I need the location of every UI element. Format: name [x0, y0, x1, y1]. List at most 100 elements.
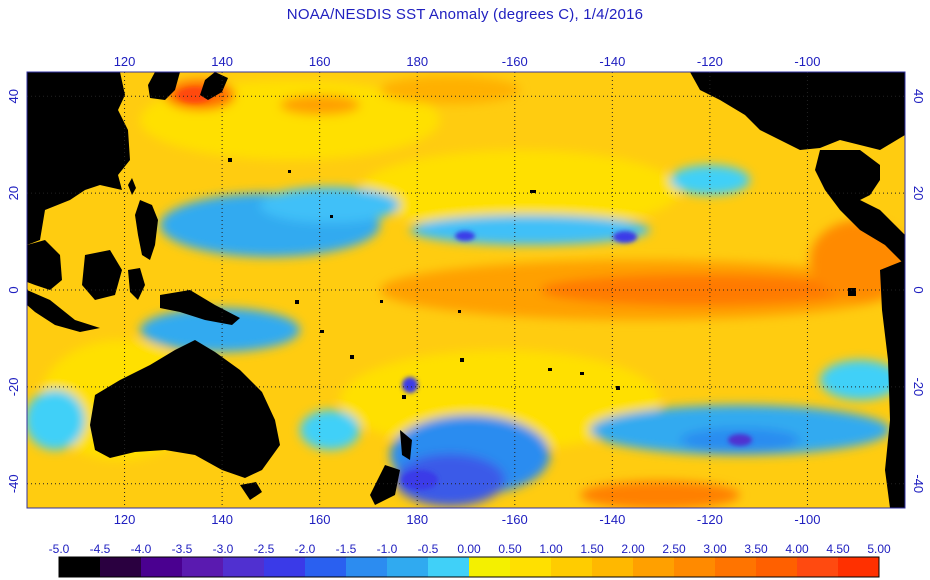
- map-frame: [26, 71, 906, 509]
- latitude-tick-label: -20: [911, 377, 926, 396]
- cool-patch-south-america: [820, 360, 900, 400]
- latitude-labels-right: 40 20 0 -20 -40: [911, 89, 926, 493]
- longitude-tick-label: 160: [309, 54, 331, 69]
- longitude-tick-label: -100: [794, 512, 820, 527]
- longitude-labels-top: 120 140 160 180 -160 -140 -120 -100: [114, 54, 821, 69]
- cool-spot-3: [402, 377, 418, 393]
- colorbar-swatch: [510, 557, 552, 577]
- island: [458, 310, 461, 313]
- colorbar-tick-label: 0.00: [457, 542, 481, 556]
- longitude-tick-label: -160: [502, 54, 528, 69]
- warm-patch-north-central: [380, 76, 520, 104]
- longitude-tick-label: 140: [211, 512, 233, 527]
- latitude-tick-label: -40: [911, 474, 926, 493]
- land-south-america: [880, 260, 905, 508]
- colorbar-tick-label: -0.5: [418, 542, 439, 556]
- colorbar-swatch: [264, 557, 306, 577]
- colorbar-swatch: [633, 557, 675, 577]
- latitude-tick-label: -40: [6, 474, 21, 493]
- latitude-tick-label: 40: [911, 89, 926, 103]
- cool-spot-4: [728, 434, 752, 446]
- island: [402, 395, 406, 399]
- colorbar-tick-label: 3.00: [703, 542, 727, 556]
- land-taiwan: [128, 178, 136, 195]
- land-asia: [27, 72, 130, 245]
- cool-patch-philippine-sea: [260, 187, 400, 223]
- colorbar-swatch: [182, 557, 224, 577]
- cool-patch-coral-sea: [140, 308, 300, 352]
- cool-patch-north-tropics: [410, 215, 650, 245]
- colorbar-swatch: [100, 557, 142, 577]
- colorbar-swatch: [838, 557, 880, 577]
- colorbar-tick-label: -5.0: [49, 542, 70, 556]
- longitude-tick-label: -120: [697, 512, 723, 527]
- longitude-tick-label: -160: [502, 512, 528, 527]
- colorbar-tick-label: 1.00: [539, 542, 563, 556]
- colorbar-tick-label: 4.00: [785, 542, 809, 556]
- colorbar-swatch: [797, 557, 839, 577]
- colorbar-labels: -5.0 -4.5 -4.0 -3.5 -3.0 -2.5 -2.0 -1.5 -1.0 -0.5…: [49, 542, 891, 556]
- land-sulawesi: [128, 268, 145, 300]
- graticule: [27, 72, 905, 508]
- land-new-zealand-south: [370, 465, 400, 505]
- pacific-islands: [228, 158, 856, 399]
- island: [848, 288, 856, 296]
- colorbar-tick-label: -2.0: [295, 542, 316, 556]
- island: [295, 300, 299, 304]
- longitude-tick-label: -140: [599, 512, 625, 527]
- latitude-tick-label: 40: [6, 89, 21, 103]
- colorbar-tick-label: -3.5: [172, 542, 193, 556]
- colorbar-swatch: [387, 557, 429, 577]
- colorbar-tick-label: 0.50: [498, 542, 522, 556]
- longitude-tick-label: 180: [406, 512, 428, 527]
- colorbar-swatch: [551, 557, 593, 577]
- colorbar-swatch: [756, 557, 798, 577]
- colorbar-swatch: [59, 557, 101, 577]
- longitude-tick-label: -140: [599, 54, 625, 69]
- yellow-patch-central: [360, 150, 680, 230]
- colorbar-tick-label: 2.50: [662, 542, 686, 556]
- colorbar-tick-label: 4.50: [826, 542, 850, 556]
- land: [27, 72, 905, 508]
- colorbar-swatch: [346, 557, 388, 577]
- latitude-labels-left: 40 20 0 -20 -40: [6, 89, 21, 493]
- colorbar-swatch: [305, 557, 347, 577]
- land-borneo: [82, 250, 122, 300]
- colorbar-swatch: [469, 557, 511, 577]
- colorbar-tick-label: -2.5: [254, 542, 275, 556]
- colorbar-swatch: [141, 557, 183, 577]
- cool-patch-australia-west: [27, 390, 85, 450]
- island: [350, 355, 354, 359]
- cool-patch-south-central: [395, 454, 505, 506]
- longitude-tick-label: 180: [406, 54, 428, 69]
- cool-spot-2: [455, 231, 475, 241]
- colorbar-swatch: [715, 557, 757, 577]
- island: [460, 358, 464, 362]
- longitude-tick-label: 120: [114, 54, 136, 69]
- map-title: NOAA/NESDIS SST Anomaly (degrees C), 1/4…: [286, 6, 644, 23]
- latitude-tick-label: 0: [911, 286, 926, 293]
- longitude-tick-label: 140: [211, 54, 233, 69]
- island: [616, 386, 620, 390]
- colorbar-swatch: [592, 557, 634, 577]
- longitude-tick-label: 120: [114, 512, 136, 527]
- colorbar-swatch: [223, 557, 265, 577]
- latitude-tick-label: 20: [911, 186, 926, 200]
- land-australia: [90, 340, 280, 478]
- colorbar-tick-label: -1.5: [336, 542, 357, 556]
- land-new-zealand-north: [400, 430, 412, 460]
- latitude-tick-label: 20: [6, 186, 21, 200]
- longitude-labels-bottom: 120 140 160 180 -160 -140 -120 -100: [114, 512, 821, 527]
- colorbar-swatch: [428, 557, 470, 577]
- colorbar-frame: [58, 556, 880, 578]
- land-indochina: [27, 240, 62, 290]
- cool-patch-tasman: [300, 410, 360, 450]
- island: [320, 330, 324, 333]
- cool-spot-5: [402, 470, 438, 490]
- warm-patch-south: [580, 481, 740, 508]
- colorbar-tick-label: 3.50: [744, 542, 768, 556]
- island: [330, 215, 333, 218]
- land-philippines: [135, 200, 158, 260]
- colorbar-tick-label: -1.0: [377, 542, 398, 556]
